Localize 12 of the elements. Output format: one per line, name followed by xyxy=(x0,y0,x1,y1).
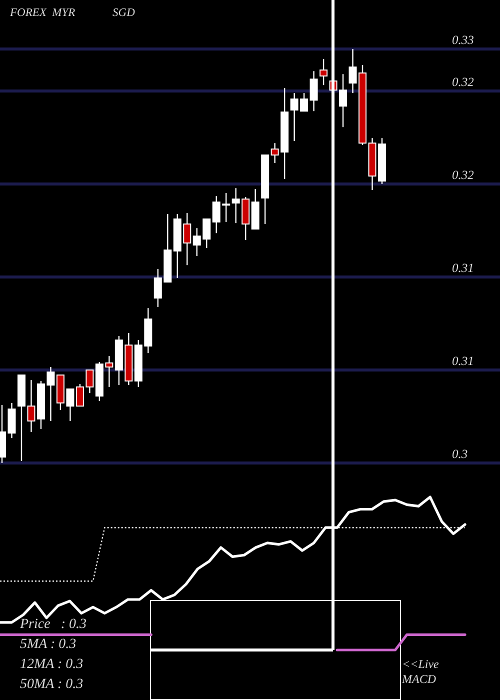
text: <<Live MACD xyxy=(401,657,440,686)
y-tick-label: 0.33 xyxy=(452,33,474,47)
y-tick-label: 0.32 xyxy=(452,168,474,182)
annotation: 5MA : 0.3 xyxy=(20,637,76,652)
text: 12MA : 0.3 xyxy=(20,657,84,672)
y-tick-label: 0.31 xyxy=(452,354,474,368)
y-tick-label: 0.3 xyxy=(452,447,468,461)
annotation: Price : 0.3 xyxy=(19,617,86,632)
y-tick-label: 0.32 xyxy=(452,75,474,90)
text: 50MA : 0.3 xyxy=(20,677,84,692)
y-tick-label: 0.31 xyxy=(452,261,474,276)
chart-title: FOREX MYR SGD xyxy=(9,7,136,19)
